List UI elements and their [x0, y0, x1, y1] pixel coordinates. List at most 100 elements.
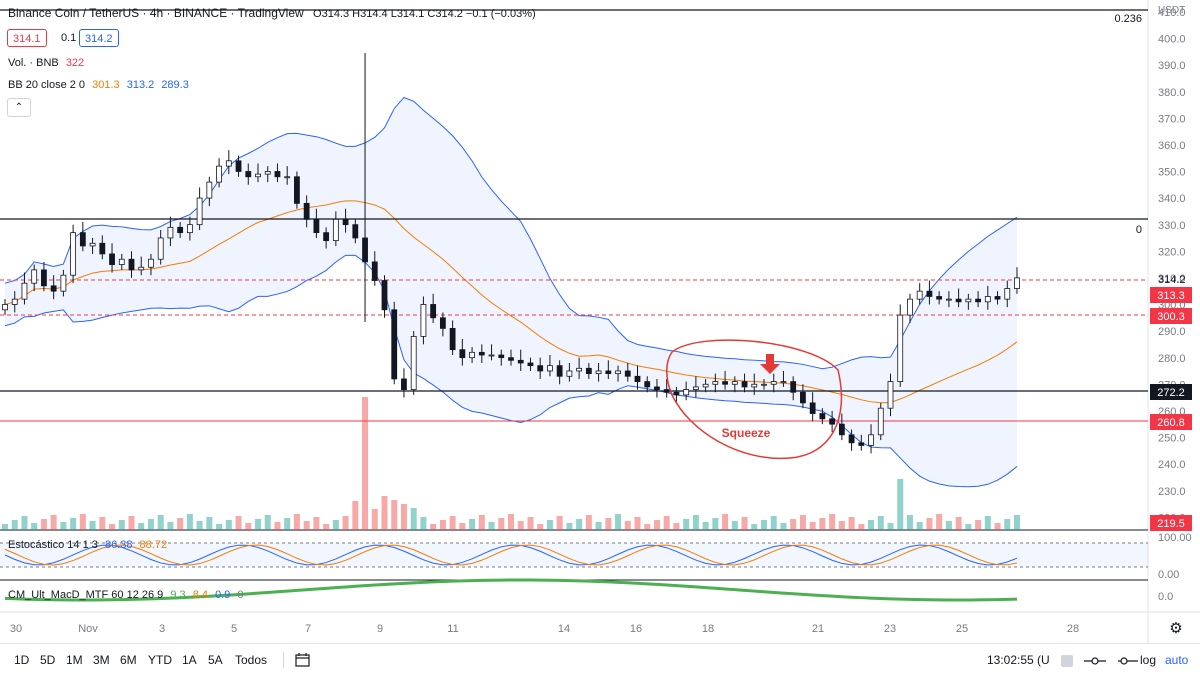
candle-body	[1014, 277, 1020, 289]
range-1m-button[interactable]: 1M	[66, 653, 83, 667]
crosshair-line-icon[interactable]	[1083, 654, 1107, 668]
date-range-icon[interactable]	[294, 652, 312, 668]
volume-bar	[235, 516, 242, 530]
candle-body	[498, 354, 505, 359]
ask-price-button[interactable]: 314.2	[79, 29, 119, 47]
clock-timezone-button[interactable]: 13:02:55 (U	[987, 653, 1050, 667]
candle-body	[245, 171, 252, 178]
bb-basis-line	[4, 200, 1018, 404]
candle-body	[838, 423, 845, 436]
candle-body	[615, 370, 621, 375]
price-tick-label: 410.0	[1158, 7, 1186, 19]
volume-bar	[712, 518, 719, 530]
candle-body	[780, 381, 787, 384]
volume-bar	[702, 522, 709, 530]
volume-bar	[478, 515, 485, 530]
price-tick-label: 400.0	[1158, 34, 1186, 46]
range-ytd-button[interactable]: YTD	[148, 653, 172, 667]
candle-body	[410, 335, 417, 390]
stoch-legend[interactable]: Estocástico 14 1 3 86.38 88.72	[8, 539, 167, 551]
candle-body	[294, 176, 300, 204]
time-tick-label: 25	[956, 623, 968, 635]
last-price-label: 314.2	[1158, 274, 1186, 286]
bid-price-button[interactable]: 314.1	[7, 29, 47, 47]
candle-body	[303, 202, 310, 220]
candle-body	[177, 226, 184, 234]
volume-bar	[1014, 515, 1020, 530]
volume-bar	[60, 522, 67, 530]
volume-bar	[216, 524, 223, 530]
volume-bar	[225, 520, 232, 530]
auto-scale-toggle[interactable]: auto	[1165, 653, 1189, 667]
volume-bar	[926, 518, 933, 530]
volume-bar	[799, 515, 806, 530]
range-all-button[interactable]: Todos	[235, 653, 268, 667]
range-1d-button[interactable]: 1D	[14, 653, 30, 667]
macd-value-4: 0	[237, 589, 244, 601]
volume-bar	[761, 520, 767, 530]
macd-tick-label: 0.0	[1158, 591, 1173, 603]
chevron-up-icon: ⌃	[14, 102, 24, 113]
fib-0-label: 0	[1136, 224, 1142, 236]
volume-bar	[138, 523, 145, 530]
volume-bar	[245, 523, 252, 530]
volume-bar	[741, 517, 748, 530]
chart-canvas[interactable]: Squeeze410.0400.0390.0380.0370.0360.0350…	[0, 0, 1200, 643]
stoch-legend-label: Estocástico 14 1 3	[8, 539, 98, 551]
volume-bar	[352, 501, 359, 530]
time-tick-label: 23	[884, 623, 896, 635]
range-5d-button[interactable]: 5D	[40, 653, 56, 667]
stoch-tick-label: 0.00	[1158, 569, 1179, 581]
volume-bar	[683, 519, 690, 530]
settings-gear-icon[interactable]: ⚙	[1169, 619, 1182, 637]
price-level-badge-text: 300.3	[1157, 311, 1185, 323]
volume-bar	[11, 520, 18, 530]
range-1a-button[interactable]: 1A	[182, 653, 197, 667]
candle-body	[537, 365, 544, 372]
volume-bar	[692, 515, 699, 530]
symbol-title[interactable]: Binance Coin / TetherUS · 4h · BINANCE ·…	[8, 6, 536, 20]
volume-bar	[809, 522, 816, 530]
stoch-k-value: 86.38	[104, 539, 133, 551]
candle-body	[673, 391, 680, 396]
volume-bar	[488, 522, 495, 530]
stoch-d-value: 88.72	[139, 539, 168, 551]
time-tick-label: 3	[159, 623, 165, 635]
collapse-legend-button[interactable]: ⌃	[7, 98, 31, 117]
time-tick-label: 7	[305, 623, 311, 635]
range-6m-button[interactable]: 6M	[120, 653, 137, 667]
candle-body	[936, 296, 943, 300]
bb-legend[interactable]: BB 20 close 2 0 301.3 313.2 289.3	[8, 79, 189, 91]
down-arrow-icon	[760, 354, 780, 374]
candle-body	[556, 365, 563, 377]
candle-body	[809, 402, 816, 414]
macd-legend[interactable]: CM_Ult_MacD_MTF 60 12 26 9 9.3 8.4 0.9 0	[8, 589, 244, 601]
candle-body	[965, 298, 972, 303]
volume-bar	[848, 517, 855, 530]
volume-bar	[157, 515, 164, 530]
candle-body	[683, 389, 690, 396]
volume-bar	[469, 519, 476, 530]
candle-body	[566, 370, 573, 377]
volume-bar	[615, 514, 622, 530]
candle-body	[819, 413, 826, 420]
candle-body	[99, 242, 106, 255]
volume-bar	[206, 517, 213, 530]
candle-body	[848, 434, 855, 444]
percent-scale-icon[interactable]	[1060, 654, 1074, 668]
volume-bar	[284, 518, 291, 530]
candle-body	[916, 290, 923, 300]
log-scale-toggle[interactable]: log	[1140, 653, 1157, 667]
volume-legend[interactable]: Vol. · BNB 322	[8, 57, 84, 69]
candle-body	[634, 375, 641, 382]
volume-bar	[196, 521, 203, 530]
volume-bar	[731, 521, 738, 530]
magnet-line-icon[interactable]	[1117, 654, 1139, 668]
price-tick-label: 310.0	[1158, 273, 1186, 285]
range-5a-button[interactable]: 5A	[208, 653, 223, 667]
volume-bar	[780, 523, 787, 530]
candle-body	[800, 391, 806, 404]
range-3m-button[interactable]: 3M	[93, 653, 110, 667]
candle-body	[109, 253, 115, 265]
candle-body	[371, 261, 378, 281]
